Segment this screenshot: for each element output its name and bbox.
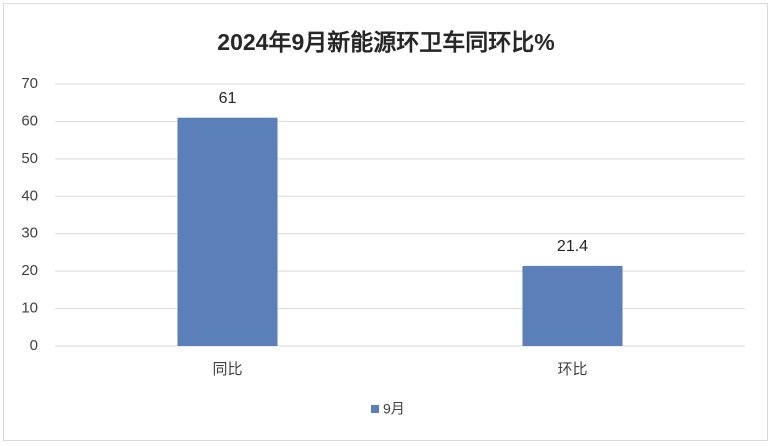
bar <box>522 265 623 346</box>
bar <box>177 117 278 346</box>
y-tick-label: 70 <box>21 75 38 92</box>
chart-title: 2024年9月新能源环卫车同环比% <box>217 29 554 55</box>
data-label: 61 <box>219 90 237 107</box>
y-tick-label: 40 <box>21 187 38 204</box>
legend-swatch <box>371 405 379 413</box>
legend-label: 9月 <box>383 401 405 417</box>
y-tick-label: 50 <box>21 150 38 167</box>
x-tick-label: 环比 <box>557 361 587 378</box>
x-tick-label: 同比 <box>212 361 242 378</box>
y-tick-label: 60 <box>21 112 38 129</box>
y-tick-label: 10 <box>21 300 38 317</box>
data-label: 21.4 <box>557 238 588 255</box>
y-tick-label: 0 <box>30 337 38 354</box>
chart-border <box>3 3 768 441</box>
y-tick-label: 20 <box>21 262 38 279</box>
y-tick-label: 30 <box>21 225 38 242</box>
